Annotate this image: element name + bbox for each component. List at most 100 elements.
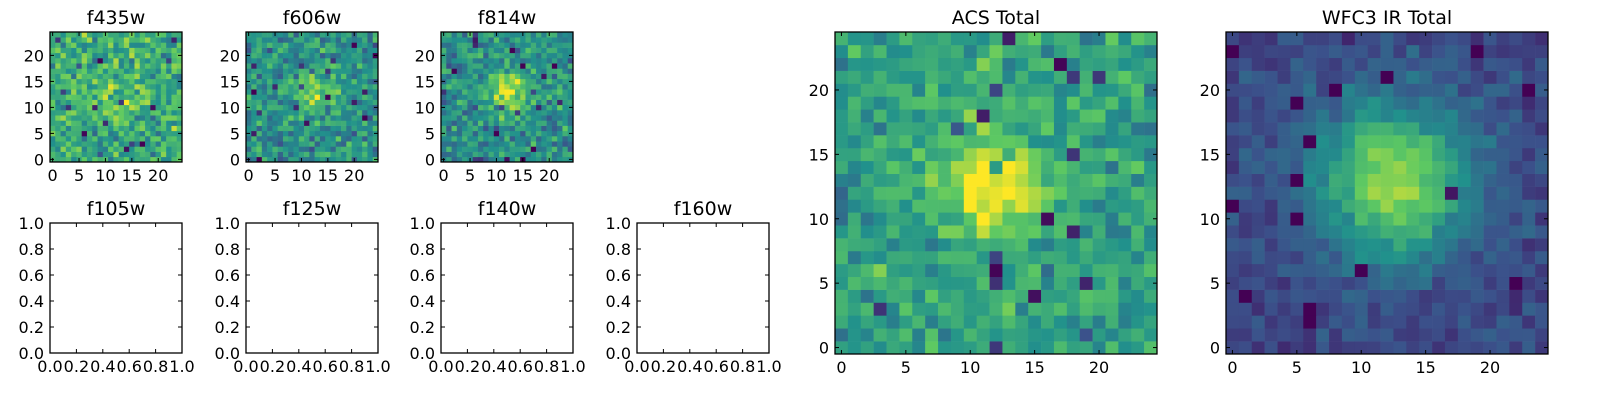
heatmap-cell (950, 238, 965, 252)
heatmap-cell (71, 141, 77, 147)
heatmap-cell (1066, 276, 1081, 290)
heatmap-cell (335, 156, 342, 163)
heatmap-cell (256, 130, 263, 137)
heatmap-cell (1226, 109, 1240, 123)
x-tick-label: 5 (465, 166, 475, 185)
heatmap-cell (123, 156, 130, 163)
heatmap-cell (938, 83, 952, 97)
heatmap-cell (446, 104, 452, 111)
heatmap-cell (251, 130, 257, 137)
heatmap-cell (462, 47, 468, 54)
heatmap-cell (118, 136, 125, 142)
heatmap-cell (155, 84, 162, 90)
heatmap-cell (1118, 341, 1132, 355)
heatmap-cell (1066, 147, 1081, 162)
heatmap-cell (525, 141, 532, 147)
heatmap-cell (102, 42, 109, 48)
heatmap-cell (562, 89, 569, 95)
heatmap-cell (330, 115, 337, 121)
heatmap-cell (1277, 199, 1291, 213)
heatmap-cell (546, 104, 553, 111)
heatmap-cell (1105, 173, 1119, 187)
heatmap-cell (1406, 160, 1420, 174)
heatmap-cell (60, 52, 67, 59)
heatmap-cell (912, 289, 926, 303)
heatmap-cell (261, 151, 268, 158)
heatmap-cell (108, 110, 114, 116)
heatmap-cell (509, 94, 516, 100)
heatmap-cell (1264, 173, 1278, 187)
heatmap-cell (472, 151, 479, 158)
heatmap-cell (835, 276, 849, 290)
heatmap-cell (139, 63, 146, 69)
heatmap-cell (293, 32, 300, 38)
heatmap-cell (1393, 70, 1407, 84)
heatmap-cell (1290, 83, 1304, 97)
heatmap-cell (562, 58, 569, 64)
heatmap-cell (1226, 44, 1240, 59)
heatmap-cell (367, 115, 374, 121)
heatmap-cell (293, 136, 300, 142)
heatmap-cell (483, 37, 489, 43)
heatmap-cell (1290, 44, 1304, 59)
heatmap-cell (541, 115, 547, 121)
heatmap-cell (541, 78, 547, 85)
heatmap-cell (1303, 289, 1317, 303)
heatmap-cell (1367, 302, 1381, 316)
heatmap-cell (989, 276, 1003, 290)
heatmap-cell (351, 73, 358, 80)
heatmap-cell (509, 58, 516, 64)
heatmap-cell (134, 130, 141, 137)
heatmap-cell (325, 73, 331, 80)
heatmap-cell (1406, 32, 1420, 46)
heatmap-cell (504, 94, 510, 100)
heatmap-cell (1354, 225, 1368, 239)
heatmap-cell (1251, 199, 1265, 213)
heatmap-cell (50, 151, 56, 158)
heatmap-cell (71, 99, 77, 106)
heatmap-cell (1118, 160, 1132, 174)
axes-frame (440, 31, 574, 163)
heatmap-cell (251, 47, 257, 54)
heatmap-cell (1329, 225, 1343, 239)
heatmap-cell (86, 104, 93, 111)
heatmap-cell (557, 110, 563, 116)
heatmap-cell (277, 151, 284, 158)
heatmap-cell (847, 109, 862, 123)
heatmap-cell (530, 104, 537, 111)
heatmap-cell (1053, 173, 1068, 187)
heatmap-cell (118, 151, 125, 158)
heatmap-cell (899, 83, 913, 97)
heatmap-cell (525, 146, 532, 152)
heatmap-cell (319, 73, 326, 80)
heatmap-cell (1535, 173, 1549, 187)
heatmap-cell (55, 58, 61, 64)
heatmap-cell (1406, 212, 1420, 226)
heatmap-cell (1303, 135, 1317, 149)
heatmap-cell (504, 73, 510, 80)
heatmap-cell (341, 89, 347, 95)
heatmap-cell (886, 315, 900, 329)
heatmap-cell (160, 68, 167, 74)
heatmap-cell (1066, 135, 1081, 149)
heatmap-cell (873, 70, 887, 84)
heatmap-cell (351, 47, 358, 54)
heatmap-cell (847, 147, 862, 162)
heatmap-cell (1238, 212, 1253, 226)
y-tick-label: 10 (220, 98, 240, 117)
heatmap-cell (1380, 315, 1394, 329)
heatmap-cell (346, 47, 352, 54)
heatmap-cell (309, 99, 315, 106)
heatmap-cell (166, 47, 172, 54)
heatmap-cell (367, 151, 374, 158)
heatmap-cell (925, 186, 939, 200)
heatmap-cell (50, 68, 56, 74)
heatmap-cell (123, 78, 130, 85)
heatmap-cell (509, 68, 516, 74)
heatmap-cell (71, 58, 77, 64)
heatmap-cell (150, 52, 156, 59)
heatmap-cell (304, 58, 310, 64)
heatmap-cell (102, 47, 109, 54)
heatmap-cell (472, 52, 479, 59)
